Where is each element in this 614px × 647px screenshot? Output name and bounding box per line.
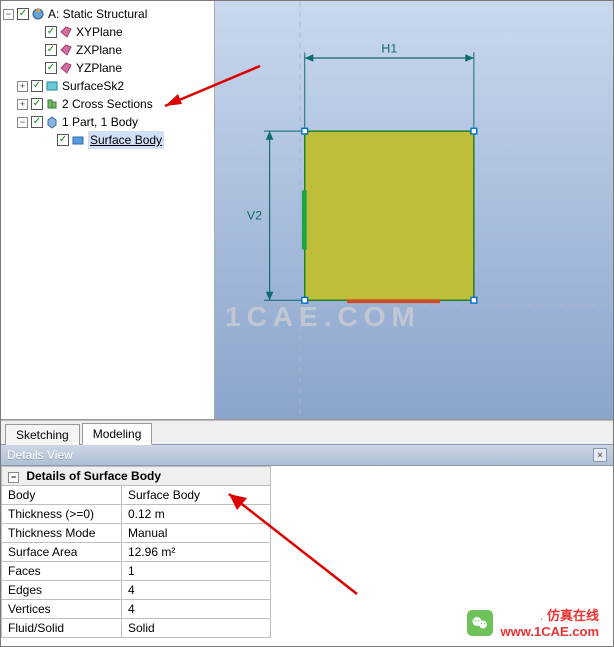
tab-sketching[interactable]: Sketching — [5, 424, 80, 445]
prop-name: Edges — [2, 581, 122, 600]
tree-expander[interactable]: − — [3, 9, 14, 20]
plane-icon — [59, 61, 73, 75]
svg-text:V2: V2 — [247, 209, 262, 223]
prop-name: Faces — [2, 562, 122, 581]
plane-icon — [59, 43, 73, 57]
mode-tabs: Sketching Modeling — [1, 420, 613, 444]
prop-name: Fluid/Solid — [2, 619, 122, 638]
tree-check[interactable]: ✓ — [31, 80, 43, 92]
tree-check[interactable]: ✓ — [31, 116, 43, 128]
table-row[interactable]: Vertices4 — [2, 600, 271, 619]
tree-check[interactable]: ✓ — [31, 98, 43, 110]
graphics-viewport[interactable]: H1V2 1CAE.COM — [215, 1, 613, 419]
tree-item-label: Surface Body — [88, 131, 164, 149]
prop-name: Body — [2, 486, 122, 505]
prop-value[interactable]: Solid — [122, 619, 271, 638]
tree-check[interactable]: ✓ — [45, 26, 57, 38]
details-close-button[interactable]: × — [593, 448, 607, 462]
details-panel: − Details of Surface Body BodySurface Bo… — [1, 466, 613, 646]
details-panel-title: Details View — [7, 448, 73, 462]
tree-root-label: A: Static Structural — [48, 5, 147, 23]
tree-item-label: 1 Part, 1 Body — [62, 113, 138, 131]
tree-item-label: YZPlane — [76, 59, 122, 77]
prop-name: Vertices — [2, 600, 122, 619]
table-row[interactable]: Edges4 — [2, 581, 271, 600]
tree-item[interactable]: −✓ 1 Part, 1 Body — [1, 113, 214, 131]
plane-icon — [59, 25, 73, 39]
tree-item-label: ZXPlane — [76, 41, 122, 59]
model-tree: − ✓ A: Static Structural ✓ XYPlane ✓ ZXPlan… — [1, 5, 214, 149]
prop-value[interactable]: 1 — [122, 562, 271, 581]
prop-value[interactable]: Surface Body — [122, 486, 271, 505]
tree-item[interactable]: ✓ YZPlane — [1, 59, 214, 77]
sk-icon — [45, 79, 59, 93]
cs-icon — [45, 97, 59, 111]
table-row[interactable]: Thickness (>=0)0.12 m — [2, 505, 271, 524]
section-toggle[interactable]: − — [8, 472, 19, 483]
prop-value[interactable]: 4 — [122, 600, 271, 619]
tree-root-row[interactable]: − ✓ A: Static Structural — [1, 5, 214, 23]
table-row[interactable]: Surface Area12.96 m² — [2, 543, 271, 562]
tree-item-label: 2 Cross Sections — [62, 95, 153, 113]
tree-expander[interactable]: − — [17, 117, 28, 128]
tree-item[interactable]: ✓ XYPlane — [1, 23, 214, 41]
tree-item[interactable]: +✓ SurfaceSk2 — [1, 77, 214, 95]
tree-check[interactable]: ✓ — [17, 8, 29, 20]
tab-modeling[interactable]: Modeling — [82, 423, 153, 445]
tree-item[interactable]: +✓ 2 Cross Sections — [1, 95, 214, 113]
viewport-svg: H1 V2 — [215, 1, 613, 419]
tree-expander[interactable]: + — [17, 99, 28, 110]
prop-value[interactable]: 12.96 m² — [122, 543, 271, 562]
tree-item[interactable]: ✓ ZXPlane — [1, 41, 214, 59]
tree-item[interactable]: ✓ Surface Body — [1, 131, 214, 149]
details-panel-header: Details View × — [1, 444, 613, 466]
details-section-header[interactable]: − Details of Surface Body — [2, 467, 271, 486]
details-table: − Details of Surface Body BodySurface Bo… — [1, 466, 271, 638]
model-tree-pane: − ✓ A: Static Structural ✓ XYPlane ✓ ZXPlan… — [1, 1, 215, 419]
tree-check[interactable]: ✓ — [57, 134, 69, 146]
tree-check[interactable]: ✓ — [45, 62, 57, 74]
tree-expander[interactable]: + — [17, 81, 28, 92]
body-icon — [71, 133, 85, 147]
table-row[interactable]: BodySurface Body — [2, 486, 271, 505]
tree-item-label: SurfaceSk2 — [62, 77, 124, 95]
prop-name: Thickness (>=0) — [2, 505, 122, 524]
prop-value[interactable]: Manual — [122, 524, 271, 543]
table-row[interactable]: Faces1 — [2, 562, 271, 581]
prop-value[interactable]: 0.12 m — [122, 505, 271, 524]
table-row[interactable]: Thickness ModeManual — [2, 524, 271, 543]
part-icon — [45, 115, 59, 129]
tree-check[interactable]: ✓ — [45, 44, 57, 56]
prop-value[interactable]: 4 — [122, 581, 271, 600]
prop-name: Thickness Mode — [2, 524, 122, 543]
tree-item-label: XYPlane — [76, 23, 123, 41]
svg-text:H1: H1 — [381, 41, 397, 55]
table-row[interactable]: Fluid/SolidSolid — [2, 619, 271, 638]
branch-icon — [31, 7, 45, 21]
prop-name: Surface Area — [2, 543, 122, 562]
